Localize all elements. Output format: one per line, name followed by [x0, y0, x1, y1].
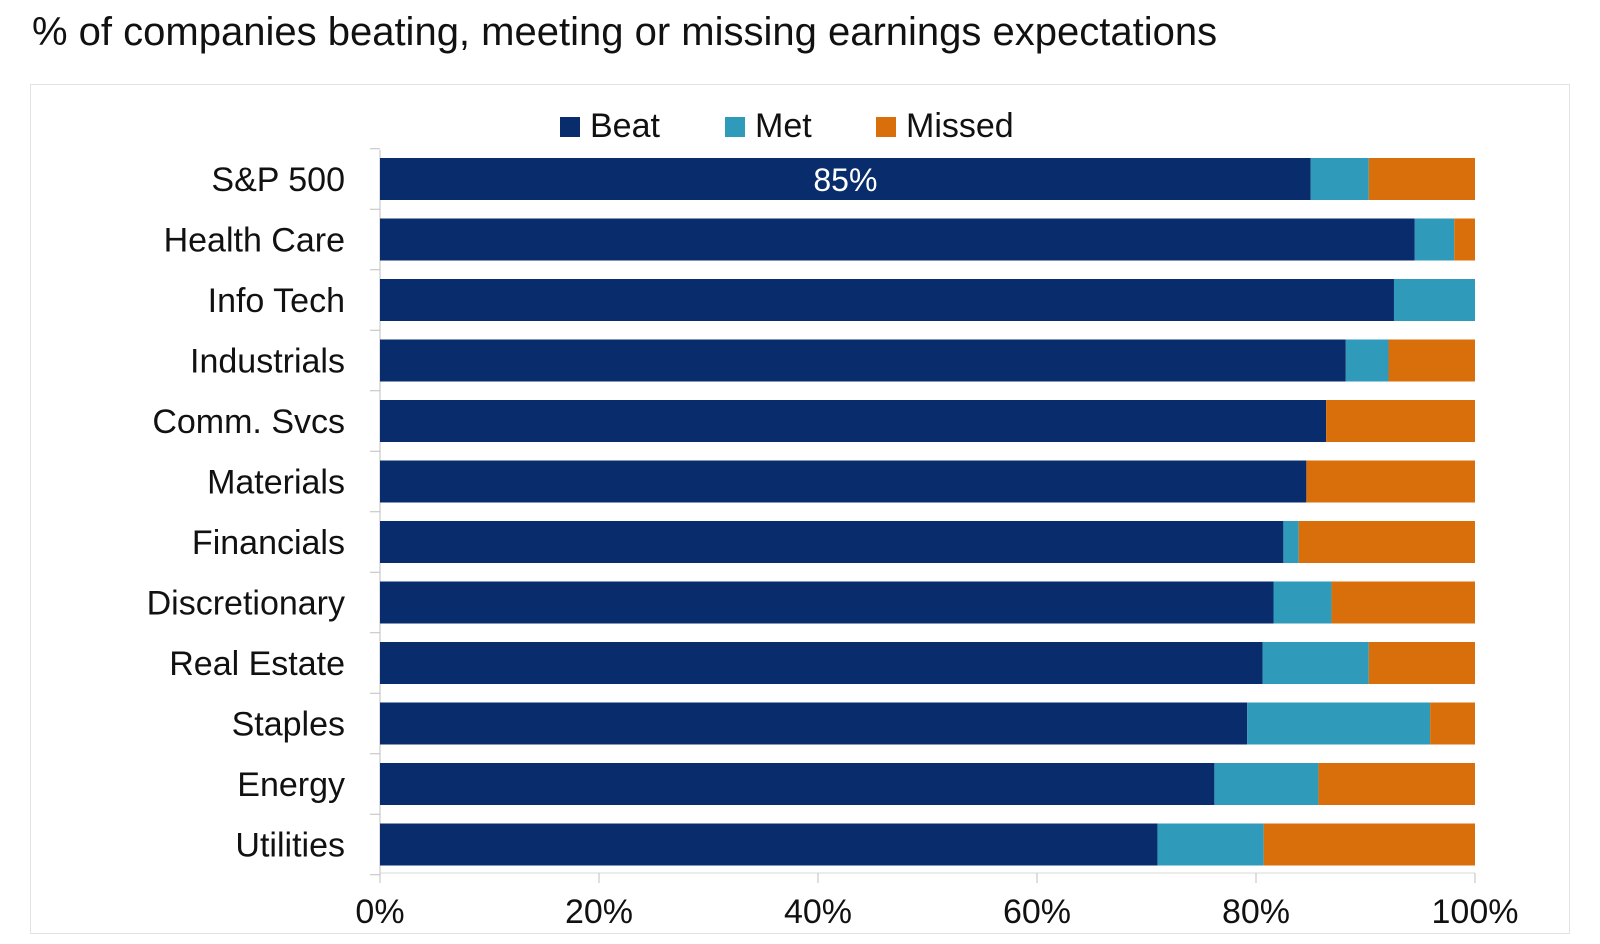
- bar-industrials-met: [1345, 339, 1389, 382]
- bar-staples-beat: [380, 702, 1248, 745]
- x-tick-label-100: 100%: [1432, 893, 1519, 931]
- bar-discretionary-met: [1273, 581, 1332, 624]
- legend-label-beat: Beat: [590, 107, 660, 145]
- legend-label-missed: Missed: [906, 107, 1014, 145]
- bar-materials-beat: [380, 460, 1307, 503]
- bar-health-care-missed: [1454, 218, 1475, 261]
- x-tick-label-20: 20%: [565, 893, 633, 931]
- bar-financials-missed: [1298, 521, 1475, 563]
- bar-industrials-beat: [380, 339, 1346, 382]
- bar-energy-met: [1214, 763, 1319, 805]
- bar-health-care-beat: [380, 218, 1415, 261]
- bar-utilities-missed: [1263, 823, 1475, 866]
- category-label-staples: Staples: [232, 706, 345, 744]
- bar-energy-missed: [1318, 763, 1475, 805]
- bar-s-p-500-met: [1310, 158, 1369, 200]
- category-label-discretionary: Discretionary: [147, 585, 345, 623]
- bar-comm-svcs-beat: [380, 400, 1327, 442]
- x-tick-label-60: 60%: [1003, 893, 1071, 931]
- legend-swatch-missed: [876, 117, 896, 137]
- bar-financials-met: [1283, 521, 1299, 563]
- bar-industrials-missed: [1388, 339, 1475, 382]
- bar-discretionary-beat: [380, 581, 1274, 624]
- legend-label-met: Met: [755, 107, 812, 145]
- bar-materials-missed: [1306, 460, 1475, 503]
- x-tick-label-80: 80%: [1222, 893, 1290, 931]
- category-label-s-p-500: S&P 500: [211, 161, 345, 199]
- bar-staples-missed: [1430, 702, 1475, 745]
- category-label-real-estate: Real Estate: [169, 645, 345, 683]
- bar-health-care-met: [1414, 218, 1455, 261]
- bar-comm-svcs-missed: [1326, 400, 1475, 442]
- bar-real-estate-met: [1262, 642, 1369, 684]
- category-label-energy: Energy: [237, 766, 345, 804]
- x-tick-label-40: 40%: [784, 893, 852, 931]
- x-tick-label-0: 0%: [355, 893, 404, 931]
- category-label-industrials: Industrials: [190, 343, 345, 381]
- data-label-s-p-500-beat: 85%: [813, 162, 877, 198]
- bar-real-estate-beat: [380, 642, 1263, 684]
- category-label-health-care: Health Care: [164, 222, 345, 260]
- bar-discretionary-missed: [1331, 581, 1475, 624]
- bar-s-p-500-missed: [1368, 158, 1475, 200]
- bar-utilities-beat: [380, 823, 1158, 866]
- category-label-info-tech: Info Tech: [208, 282, 345, 320]
- category-label-comm-svcs: Comm. Svcs: [152, 403, 345, 441]
- category-label-utilities: Utilities: [235, 827, 345, 865]
- category-label-financials: Financials: [192, 524, 345, 562]
- legend-swatch-beat: [560, 117, 580, 137]
- bar-info-tech-beat: [380, 279, 1394, 321]
- bar-real-estate-missed: [1368, 642, 1475, 684]
- bar-s-p-500-beat: [380, 158, 1311, 200]
- legend-swatch-met: [725, 117, 745, 137]
- bar-utilities-met: [1157, 823, 1264, 866]
- chart-title: % of companies beating, meeting or missi…: [32, 10, 1218, 54]
- bar-info-tech-met: [1393, 279, 1475, 321]
- category-label-materials: Materials: [207, 464, 345, 502]
- chart-frame: [30, 84, 1570, 934]
- bar-energy-beat: [380, 763, 1215, 805]
- bar-financials-beat: [380, 521, 1284, 563]
- bar-staples-met: [1247, 702, 1431, 745]
